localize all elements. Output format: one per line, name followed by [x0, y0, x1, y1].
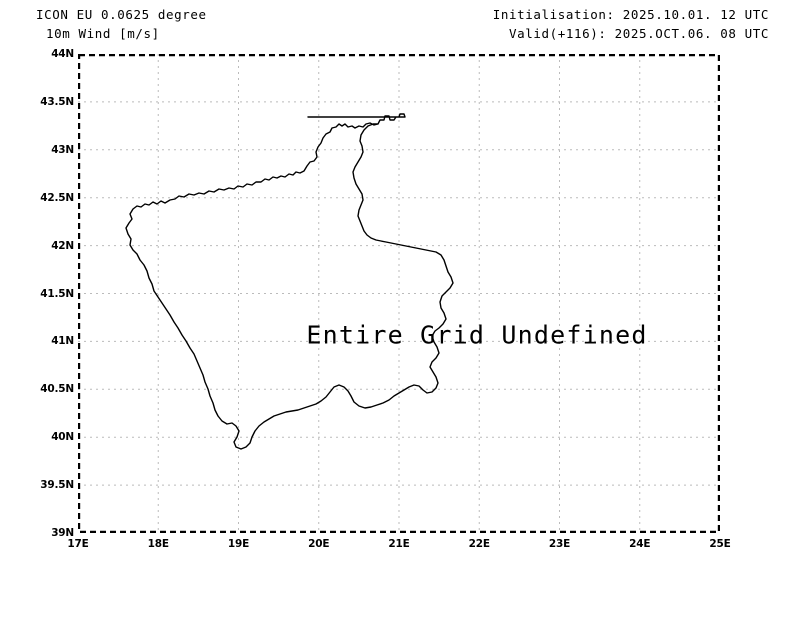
plot-frame [78, 54, 720, 533]
valid-time: Valid(+116): 2025.OCT.06. 08 UTC [508, 26, 769, 41]
initialisation-time: Initialisation: 2025.10.01. 12 UTC [492, 7, 769, 22]
map-plot-area: Entire Grid Undefined [78, 54, 720, 533]
y-tick-label-41n: 41N [51, 335, 74, 348]
model-title: ICON EU 0.0625 degree [36, 7, 207, 22]
x-tick-label-17e: 17E [67, 538, 89, 550]
y-tick-label-43n: 43N [51, 143, 74, 156]
y-tick-label-40n: 40N [51, 431, 74, 444]
grid-undefined-message: Entire Grid Undefined [306, 320, 648, 350]
y-tick-label-40-5n: 40.5N [40, 383, 74, 396]
x-tick-label-19e: 19E [227, 538, 250, 550]
x-tick-label-20e: 20E [308, 538, 330, 550]
x-tick-label-22e: 22E [468, 538, 490, 550]
x-tick-label-18e: 18E [147, 538, 169, 550]
y-tick-label-42-5n: 42.5N [40, 191, 74, 204]
y-tick-label-39n: 39N [51, 527, 74, 539]
x-tick-label-23e: 23E [548, 538, 571, 550]
y-tick-label-42n: 42N [51, 239, 74, 252]
y-tick-label-39-5n: 39.5N [40, 479, 74, 492]
y-tick-label-41-5n: 41.5N [40, 287, 74, 300]
kosovo-border-outline [125, 113, 454, 450]
x-tick-label-24e: 24E [629, 538, 651, 550]
x-tick-label-25e: 25E [709, 538, 731, 550]
y-tick-label-43-5n: 43.5N [40, 95, 74, 108]
x-tick-label-21e: 21E [388, 538, 410, 550]
map-gridlines [78, 54, 720, 533]
map-canvas [78, 54, 720, 533]
field-title: 10m Wind [m/s] [46, 26, 160, 41]
y-tick-label-44n: 44N [51, 48, 74, 60]
